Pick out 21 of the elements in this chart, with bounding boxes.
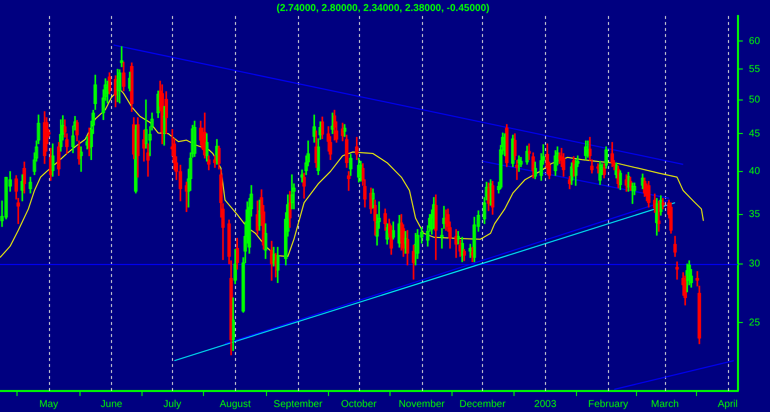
x-tick-label: March: [651, 398, 679, 410]
x-tick-label: October: [341, 398, 378, 410]
x-tick-label: 2003: [534, 398, 557, 410]
x-tick-label: June: [100, 398, 123, 410]
x-tick-label: December: [459, 398, 506, 410]
y-tick-label: 35: [748, 209, 760, 220]
y-tick-label: 55: [748, 64, 760, 75]
x-tick-label: July: [163, 398, 182, 410]
x-tick-label: September: [274, 398, 324, 410]
x-tick-label: May: [39, 398, 58, 410]
y-tick-label: 25: [748, 317, 760, 328]
y-tick-label: 45: [748, 128, 760, 140]
chart-title: (2.74000, 2.80000, 2.34000, 2.38000, -0.45000): [276, 2, 490, 14]
x-tick-label: April: [718, 398, 738, 410]
y-tick-label: 60: [748, 36, 760, 47]
x-tick-label: February: [588, 398, 628, 410]
x-tick-label: November: [398, 398, 446, 410]
y-tick-label: 30: [748, 258, 760, 270]
y-tick-label: 50: [748, 94, 760, 106]
y-tick-label: 40: [748, 166, 760, 178]
x-tick-label: August: [220, 398, 251, 410]
